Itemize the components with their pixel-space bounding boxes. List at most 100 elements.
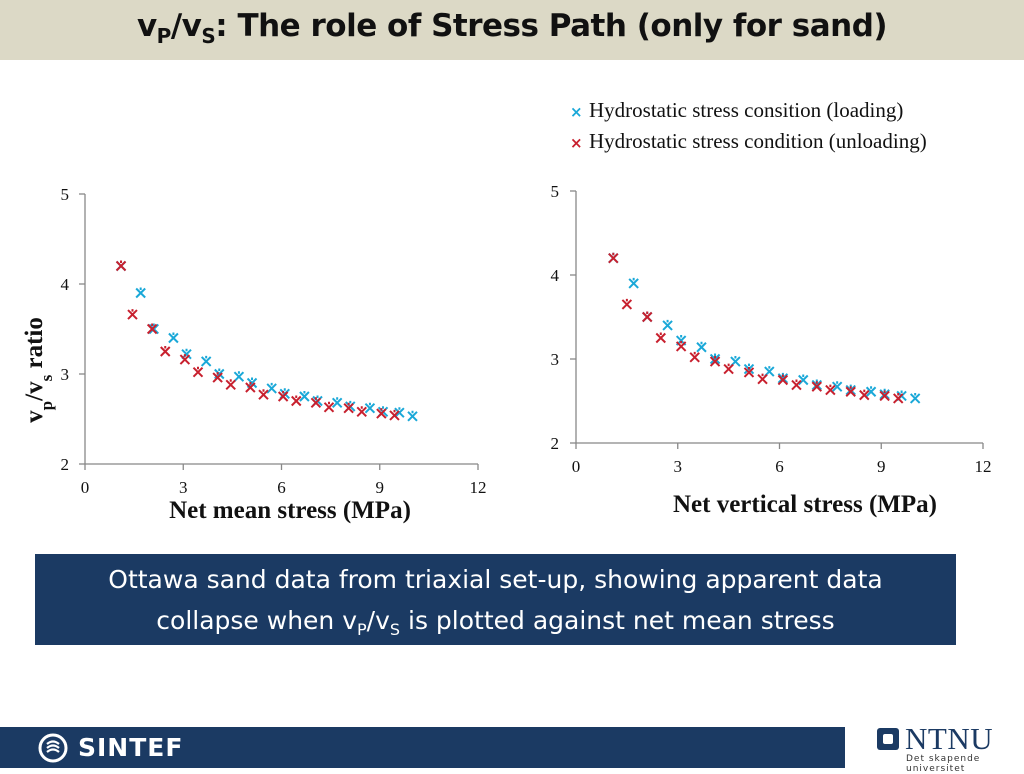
ntnu-logo-text: NTNU — [905, 721, 994, 756]
chart1-xlabel: Net mean stress (MPa) — [169, 497, 411, 524]
data-point-loading — [364, 402, 376, 414]
y-tick-label: 3 — [551, 350, 560, 369]
data-point-loading — [865, 386, 877, 397]
data-point-loading — [909, 392, 921, 404]
legend-label-unloading: Hydrostatic stress condition (unloading) — [589, 129, 927, 153]
title-bar — [0, 0, 1024, 60]
x-tick-label: 9 — [376, 478, 385, 497]
data-point-unloading — [160, 346, 171, 357]
chart1-ylabel: vp/vs ratio — [21, 317, 56, 423]
data-point-loading — [135, 287, 146, 299]
x-tick-label: 3 — [179, 478, 188, 497]
x-tick-label: 6 — [775, 457, 784, 476]
chart2-points — [608, 252, 921, 404]
data-point-unloading — [146, 323, 158, 335]
data-point-unloading — [675, 340, 687, 352]
y-tick-label: 2 — [61, 455, 70, 474]
data-point-unloading — [743, 366, 755, 378]
data-point-unloading — [277, 391, 289, 402]
x-tick-label: 3 — [674, 457, 683, 476]
ntnu-tagline: Det skapende universitet — [906, 754, 981, 774]
data-point-loading — [798, 374, 809, 386]
data-point-unloading — [642, 311, 653, 323]
data-point-unloading — [845, 386, 856, 397]
data-point-unloading — [655, 332, 666, 344]
caption-box: Ottawa sand data from triaxial set-up, s… — [35, 554, 956, 645]
data-point-unloading — [179, 354, 191, 365]
legend: × Hydrostatic stress consition (loading)… — [570, 98, 927, 153]
data-point-unloading — [811, 381, 823, 392]
sintef-logo-text: SINTEF — [78, 733, 184, 762]
data-point-unloading — [791, 379, 802, 391]
data-point-unloading — [879, 390, 890, 402]
data-point-loading — [831, 381, 843, 392]
y-tick-label: 3 — [61, 365, 70, 384]
data-point-loading — [709, 353, 721, 365]
x-tick-label: 0 — [572, 457, 581, 476]
data-point-loading — [168, 332, 179, 344]
data-point-loading — [200, 355, 212, 367]
data-point-unloading — [723, 363, 734, 375]
sintef-logo-icon — [38, 733, 68, 763]
slide-title: vP/vS: The role of Stress Path (only for… — [136, 8, 888, 49]
data-point-unloading — [343, 402, 354, 414]
chart1-points — [115, 260, 418, 422]
y-tick-label: 2 — [551, 434, 560, 453]
data-point-unloading — [893, 392, 904, 404]
chart2-axes — [570, 190, 984, 449]
data-point-unloading — [310, 397, 322, 409]
legend-marker-unloading: × — [570, 134, 583, 152]
chart2-xlabel: Net vertical stress (MPa) — [673, 491, 937, 518]
data-point-unloading — [245, 382, 256, 393]
data-point-unloading — [192, 366, 204, 378]
data-point-unloading — [389, 409, 400, 421]
data-point-loading — [266, 382, 277, 394]
data-point-unloading — [225, 379, 236, 391]
chart1-tick-labels: 0 3 6 9 12 2 3 4 5 — [61, 185, 487, 497]
data-point-loading — [407, 410, 418, 422]
data-point-unloading — [709, 356, 721, 367]
chart-net-mean-stress: 0 3 6 9 12 2 3 4 5 Net mean stress (MPa) vp/vs r… — [21, 185, 487, 524]
y-tick-label: 5 — [551, 182, 560, 201]
x-tick-label: 12 — [470, 478, 487, 497]
x-tick-label: 9 — [877, 457, 886, 476]
chart1-axes — [79, 193, 479, 470]
legend-marker-loading: × — [570, 103, 583, 121]
data-point-unloading — [115, 260, 127, 272]
data-point-loading — [662, 319, 673, 331]
data-point-unloading — [127, 309, 138, 320]
legend-label-loading: Hydrostatic stress consition (loading) — [589, 98, 903, 122]
data-point-loading — [233, 371, 245, 382]
y-tick-label: 4 — [61, 275, 70, 294]
data-point-unloading — [859, 389, 870, 401]
chart2-tick-labels: 0 3 6 9 12 2 3 4 5 — [551, 182, 992, 476]
data-point-unloading — [825, 384, 836, 396]
y-tick-label: 5 — [61, 185, 70, 204]
y-tick-label: 4 — [551, 266, 560, 285]
data-point-unloading — [689, 351, 700, 363]
data-point-loading — [394, 407, 405, 418]
data-point-unloading — [291, 395, 302, 407]
chart-net-vertical-stress: 0 3 6 9 12 2 3 4 5 Net vertical stress (MPa) — [551, 182, 992, 518]
data-point-unloading — [212, 372, 223, 383]
caption-line-1: Ottawa sand data from triaxial set-up, s… — [108, 565, 883, 594]
data-point-unloading — [356, 406, 367, 418]
data-point-unloading — [608, 252, 619, 264]
data-point-unloading — [757, 373, 768, 385]
data-point-loading — [148, 323, 159, 335]
data-point-unloading — [258, 389, 269, 400]
data-point-unloading — [777, 374, 789, 386]
x-tick-label: 12 — [975, 457, 992, 476]
data-point-unloading — [376, 408, 387, 419]
footer-bar — [0, 727, 845, 768]
data-point-loading — [299, 391, 310, 402]
data-point-unloading — [323, 401, 335, 413]
data-point-loading — [331, 397, 343, 409]
ntnu-logo-icon — [877, 728, 899, 750]
data-point-loading — [696, 341, 707, 353]
caption-line-2: collapse when vP/vS is plotted against n… — [156, 606, 835, 639]
x-tick-label: 6 — [277, 478, 286, 497]
data-point-unloading — [621, 298, 633, 310]
data-point-loading — [628, 277, 639, 289]
